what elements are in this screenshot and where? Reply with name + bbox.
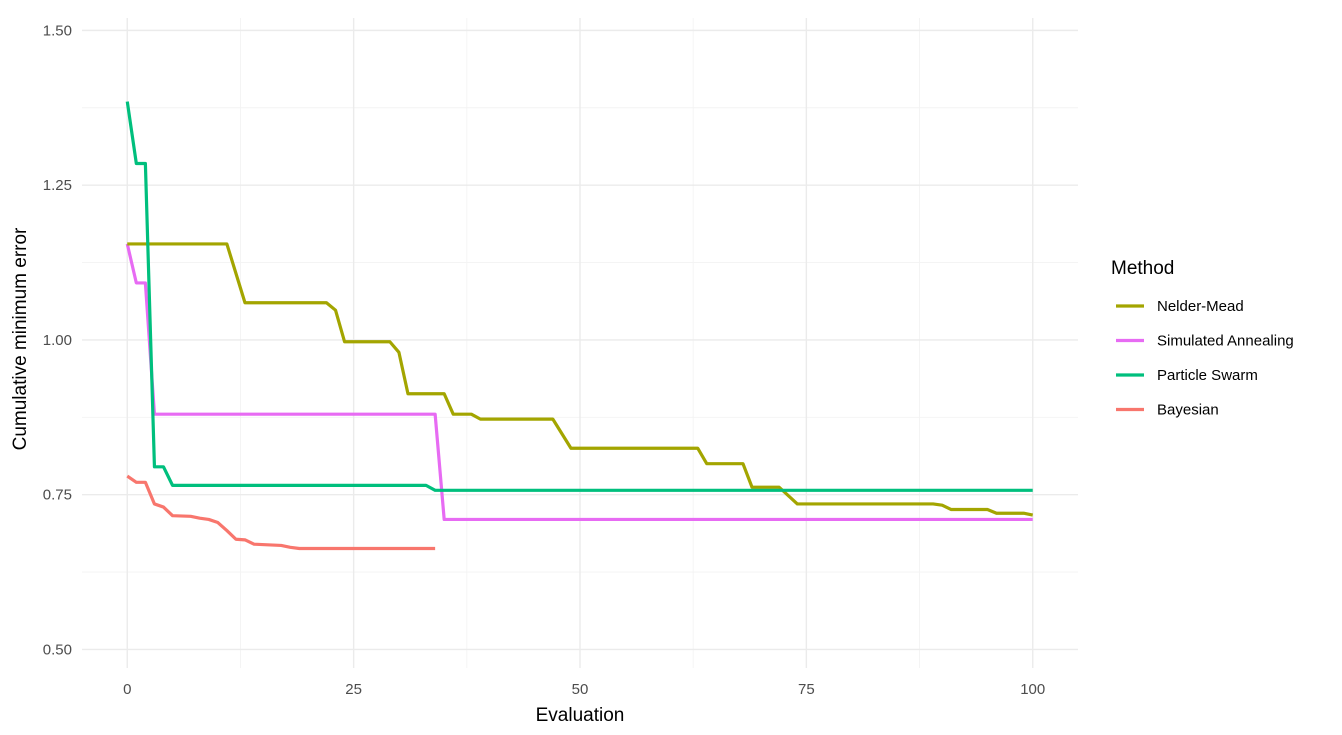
x-tick-label: 25 — [345, 681, 362, 698]
legend-title: Method — [1111, 258, 1174, 279]
legend-label-simulated-annealing: Simulated Annealing — [1157, 333, 1294, 350]
legend-label-particle-swarm: Particle Swarm — [1157, 367, 1258, 384]
x-tick-label: 100 — [1020, 681, 1045, 698]
major-gridlines — [82, 18, 1078, 668]
y-axis-tick-labels: 0.50 0.75 1.00 1.25 1.50 — [43, 22, 72, 658]
x-tick-label: 50 — [572, 681, 589, 698]
y-tick-label: 1.50 — [43, 22, 72, 39]
y-tick-label: 0.50 — [43, 641, 72, 658]
y-tick-label: 1.00 — [43, 332, 72, 349]
series-line-nelder-mead — [127, 242, 1034, 517]
legend: Method Nelder-Mead Simulated Annealing Par… — [1111, 258, 1294, 419]
series-lines — [125, 101, 1034, 551]
x-axis-title: Evaluation — [536, 705, 625, 726]
x-axis-tick-labels: 0 25 50 75 100 — [123, 681, 1045, 698]
x-tick-label: 0 — [123, 681, 131, 698]
legend-label-bayesian: Bayesian — [1157, 402, 1219, 419]
series-line-bayesian — [126, 474, 436, 551]
series-line-particle-swarm — [125, 101, 1033, 492]
legend-label-nelder-mead: Nelder-Mead — [1157, 298, 1244, 315]
y-tick-label: 0.75 — [43, 487, 72, 504]
y-tick-label: 1.25 — [43, 177, 72, 194]
y-axis-title: Cumulative minimum error — [10, 227, 31, 450]
x-tick-label: 75 — [798, 681, 815, 698]
